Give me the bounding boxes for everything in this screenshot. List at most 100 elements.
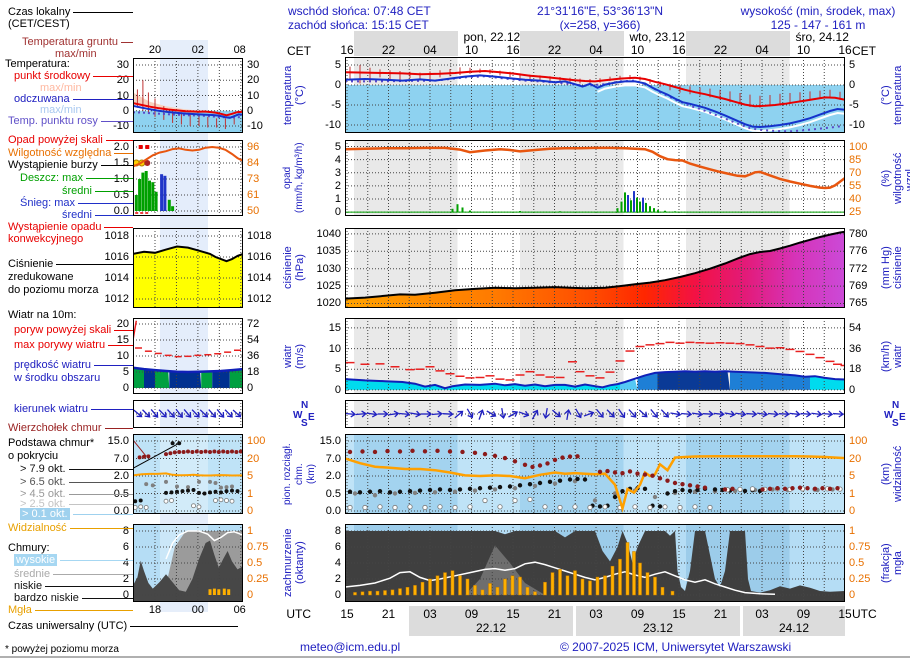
y-tick-label: 1018: [104, 230, 129, 242]
pressure-panel-main: [345, 228, 845, 308]
time-tick-label: 09: [464, 607, 479, 621]
y-tick-label: 54: [849, 321, 862, 334]
y-tick-label: 2: [334, 179, 341, 192]
mini-time-tick-label: 08: [233, 44, 246, 56]
cet-label-left: CET: [287, 44, 311, 58]
y-tick-label: 0: [849, 589, 856, 601]
day-label: wto, 23.12: [629, 30, 685, 44]
contact-email-link[interactable]: meteo@icm.edu.pl: [300, 640, 401, 654]
precipitation-humidity-panel-mini: [133, 140, 243, 216]
date-shade-box: [409, 606, 573, 636]
y-tick-label: 5: [849, 59, 856, 71]
y-tick-label: 84: [247, 157, 260, 169]
legend-temperatura-: Temperatura:: [5, 58, 70, 70]
y-tick-label: 6: [122, 541, 129, 553]
y-tick-label: 15.0: [107, 435, 129, 447]
time-tick-label: 15: [672, 607, 686, 621]
y-tick-label: -5: [331, 99, 341, 111]
y-tick-label: -10: [325, 119, 341, 131]
legend-mgła: Mgła: [8, 604, 133, 616]
time-tick-label: 09: [796, 607, 811, 621]
legend-o-pokryciu: o pokryciu: [8, 450, 59, 462]
y-tick-label: 0: [122, 382, 129, 394]
y-tick-label: 10: [328, 342, 341, 355]
y-tick-label: 0: [334, 206, 341, 219]
legend->-0.1-okt.: > 0.1 okt.: [20, 508, 133, 520]
legend--cet-cest-: (CET/CEST): [8, 18, 70, 30]
y-tick-label: 2: [122, 573, 129, 585]
y-tick-label: 70: [849, 166, 862, 179]
legend-wilgotność-względna: Wilgotność względna: [8, 147, 133, 159]
legend-prędkość-wiatru: prędkość wiatru: [14, 359, 133, 371]
clouds-visibility-panel-main: [345, 434, 845, 514]
y-tick-label: 780: [849, 227, 868, 240]
time-tick-label: 03: [589, 607, 603, 621]
y-tick-label: 1018: [247, 230, 272, 242]
y-tick-label: 20: [849, 452, 862, 465]
y-tick-label: 1012: [104, 293, 129, 305]
y-tick-label: 18: [247, 366, 260, 378]
y-tick-label: 73: [247, 173, 260, 185]
y-tick-label: 765: [849, 297, 868, 310]
y-tick-label: 1: [849, 525, 856, 537]
y-tick-label: 20: [247, 74, 260, 87]
y-tick-label: 20: [116, 318, 129, 330]
y-tick-label: 96: [247, 141, 260, 153]
axis-title-left-opad: opad (mm/h, kg/m³/h): [282, 142, 305, 214]
time-tick-label: 16: [672, 43, 686, 57]
y-tick-label: 10: [247, 89, 260, 102]
y-tick-label: 15: [328, 321, 341, 334]
day-label: pon, 22.12: [463, 30, 521, 44]
y-tick-label: 769: [849, 280, 868, 293]
y-tick-label: 8: [334, 525, 341, 537]
y-tick-label: 5: [849, 470, 856, 482]
legend-w-środku-obszaru: w środku obszaru: [14, 372, 101, 384]
legend-widzialność: Widzialność: [8, 522, 133, 534]
y-tick-label: 0.75: [849, 541, 871, 553]
time-tick-label: 15: [340, 607, 354, 621]
night-shade-box: [686, 31, 790, 56]
y-tick-label: 100: [849, 140, 868, 153]
utc-label-right: UTC: [852, 607, 877, 621]
y-tick-label: 1030: [316, 262, 341, 275]
legend-odczuwana: odczuwana: [14, 93, 133, 105]
y-tick-label: 100: [849, 435, 868, 447]
axis-title-left-cloud: pion. rozciągł. chm. (km): [282, 443, 317, 505]
time-tick-label: 15: [838, 607, 852, 621]
y-tick-label: -10: [247, 120, 263, 132]
y-tick-label: 18: [849, 363, 862, 376]
legend-wystąpienie-burzy: Wystąpienie burzy: [8, 159, 133, 171]
temperature-panel-main: [345, 57, 845, 133]
y-tick-label: 0.25: [247, 573, 269, 585]
mini-time-tick-label: 18: [148, 604, 162, 616]
legend-zredukowane: zredukowane: [8, 271, 74, 283]
y-tick-label: 1: [247, 487, 254, 500]
legend->-6.5-okt.: > 6.5 okt.: [20, 476, 133, 488]
legend->-4.5-okt.: > 4.5 okt.: [20, 488, 133, 500]
time-tick-label: 04: [755, 43, 769, 57]
y-tick-label: 772: [849, 262, 868, 275]
y-tick-label: 1014: [247, 272, 272, 284]
y-tick-label: 10: [116, 350, 129, 362]
y-tick-label: 1.0: [113, 173, 129, 185]
y-tick-label: 36: [849, 342, 862, 355]
y-tick-label: 4: [122, 557, 129, 569]
y-tick-label: 1035: [316, 245, 341, 258]
time-tick-label: 16: [506, 43, 520, 57]
y-tick-label: 20: [247, 452, 260, 465]
altitude-info: wysokość (min, środek, max) 125 - 147 - …: [728, 4, 908, 32]
time-tick-label: 15: [506, 607, 520, 621]
y-tick-label: 1040: [316, 227, 341, 240]
legend-opad-powyżej-skali: Opad powyżej skali: [8, 134, 133, 146]
wind-panel-mini: [133, 318, 243, 394]
legend-niskie: niskie: [14, 580, 133, 592]
y-tick-label: 5: [334, 59, 341, 71]
date-label: 22.12: [475, 621, 507, 635]
time-tick-label: 21: [381, 607, 396, 621]
y-tick-label: 1016: [104, 251, 129, 263]
legend-bardzo-niskie: bardzo niskie: [14, 592, 133, 604]
time-tick-label: 10: [464, 43, 479, 57]
y-tick-label: 0: [122, 589, 129, 601]
time-tick-label: 03: [423, 607, 437, 621]
